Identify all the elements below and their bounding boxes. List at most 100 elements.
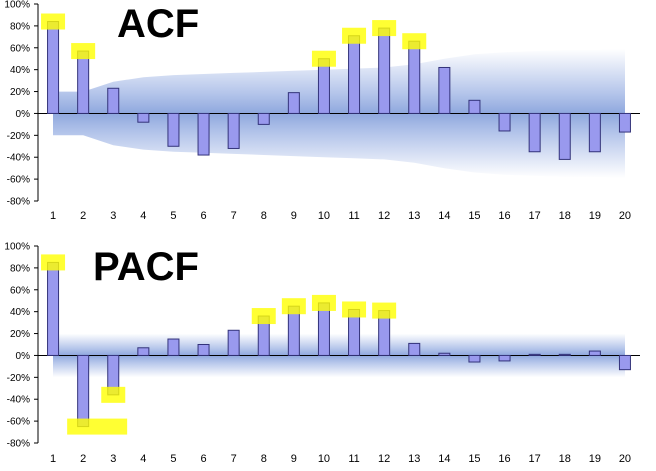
acf-x-tick-label: 8	[261, 210, 267, 222]
pacf-x-tick-label: 14	[438, 453, 450, 465]
pacf-highlight-lag-9	[281, 298, 306, 315]
acf-x-tick-label: 5	[170, 210, 176, 222]
pacf-bar-lag-14	[438, 352, 451, 356]
acf-x-tick-label: 12	[378, 210, 390, 222]
pacf-highlight-lag-1	[41, 254, 66, 271]
acf-y-tick-label: 60%	[10, 43, 30, 54]
acf-bar-lag-10	[317, 58, 330, 114]
acf-x-tick-label: 17	[529, 210, 541, 222]
pacf-bar-lag-2	[77, 354, 90, 428]
acf-x-tick-label: 13	[408, 210, 420, 222]
pacf-x-tick-label: 4	[140, 453, 146, 465]
acf-highlight-lag-11	[342, 27, 367, 44]
pacf-x-tick-label: 7	[231, 453, 237, 465]
pacf-x-tick-label: 17	[529, 453, 541, 465]
acf-bar-lag-19	[588, 112, 601, 153]
acf-x-tick-label: 20	[619, 210, 631, 222]
acf-bar-lag-3	[107, 87, 120, 114]
acf-bar-lag-9	[287, 92, 300, 114]
pacf-x-tick-label: 19	[589, 453, 601, 465]
pacf-x-tick-label: 5	[170, 453, 176, 465]
pacf-x-tick-label: 15	[468, 453, 480, 465]
pacf-x-tick-label: 12	[378, 453, 390, 465]
acf-bar-lag-16	[498, 112, 511, 132]
acf-x-tick-label: 4	[140, 210, 146, 222]
acf-x-tick-label: 10	[318, 210, 330, 222]
acf-highlight-lag-1	[41, 13, 66, 30]
acf-bar-lag-20	[618, 112, 631, 133]
acf-y-tick-label: 40%	[10, 65, 30, 76]
acf-bar-lag-12	[378, 27, 391, 114]
acf-y-tick-label: 20%	[10, 87, 30, 98]
acf-y-tick-label: -40%	[7, 153, 30, 164]
pacf-bar-lag-15	[468, 354, 481, 363]
acf-title: ACF	[117, 2, 199, 46]
pacf-y-tick-label: 40%	[10, 307, 30, 318]
pacf-x-tick-label: 18	[559, 453, 571, 465]
acf-x-tick-label: 19	[589, 210, 601, 222]
acf-bar-lag-11	[348, 35, 361, 114]
pacf-x-tick-label: 6	[200, 453, 206, 465]
acf-x-tick-label: 9	[291, 210, 297, 222]
pacf-x-tick-label: 1	[50, 453, 56, 465]
acf-bar-lag-1	[47, 21, 60, 114]
pacf-y-tick-label: -80%	[7, 439, 30, 450]
acf-x-tick-label: 6	[200, 210, 206, 222]
pacf-title: PACF	[93, 245, 199, 289]
pacf-bar-lag-17	[528, 353, 541, 356]
acf-highlight-lag-13	[402, 33, 427, 50]
acf-bar-lag-17	[528, 112, 541, 153]
acf-x-tick-label: 14	[438, 210, 450, 222]
pacf-y-tick-label: 80%	[10, 263, 30, 274]
pacf-x-tick-label: 16	[498, 453, 510, 465]
pacf-x-tick-label: 2	[80, 453, 86, 465]
pacf-panel: 100%80%60%40%20%0%-20%-40%-60%-80%1 2 3 4 5 6…	[4, 242, 640, 465]
pacf-y-tick-label: -20%	[7, 373, 30, 384]
pacf-x-tick-label: 8	[261, 453, 267, 465]
pacf-highlight-lag-10	[311, 294, 336, 311]
acf-bar-lag-15	[468, 99, 481, 114]
pacf-x-tick-label: 10	[318, 453, 330, 465]
pacf-highlight-lag-12	[372, 302, 397, 319]
acf-x-tick-label: 1	[50, 210, 56, 222]
pacf-bar-lag-6	[197, 344, 210, 356]
pacf-x-tick-label: 13	[408, 453, 420, 465]
pacf-bar-lag-7	[227, 329, 240, 356]
acf-bar-lag-14	[438, 66, 451, 114]
acf-x-tick-label: 16	[498, 210, 510, 222]
acf-y-tick-label: 80%	[10, 21, 30, 32]
acf-y-tick-label: 100%	[4, 0, 30, 11]
pacf-bar-lag-1	[47, 261, 60, 356]
acf-x-tick-label: 7	[231, 210, 237, 222]
acf-x-tick-label: 18	[559, 210, 571, 222]
acf-bar-lag-4	[137, 112, 150, 123]
acf-x-tick-label: 3	[110, 210, 116, 222]
acf-highlight-lag-2	[71, 43, 96, 60]
acf-x-tick-label: 15	[468, 210, 480, 222]
acf-x-tick-label: 2	[80, 210, 86, 222]
pacf-bar-lag-13	[408, 342, 421, 356]
acf-bar-lag-5	[167, 112, 180, 147]
acf-highlight-lag-10	[311, 50, 336, 67]
acf-panel: 100%80%60%40%20%0%-20%-40%-60%-80%1 2 3 4 5 6…	[4, 0, 640, 222]
acf-bar-lag-8	[257, 112, 270, 125]
acf-bar-lag-6	[197, 112, 210, 156]
pacf-bar-lag-18	[558, 353, 571, 356]
acf-bar-lag-2	[77, 50, 90, 114]
pacf-bar-lag-20	[618, 354, 631, 371]
pacf-y-tick-label: 20%	[10, 329, 30, 340]
pacf-highlight-lag-11	[342, 301, 367, 318]
pacf-bar-lag-19	[588, 350, 601, 356]
acf-bar-lag-13	[408, 40, 421, 114]
pacf-y-tick-label: 0%	[16, 351, 31, 362]
pacf-x-tick-label: 9	[291, 453, 297, 465]
pacf-y-tick-label: -40%	[7, 395, 30, 406]
pacf-highlight-lag-3	[101, 386, 126, 403]
acf-bar-lag-7	[227, 112, 240, 149]
pacf-highlight-lag-2	[67, 418, 128, 435]
acf-y-tick-label: -20%	[7, 131, 30, 142]
pacf-x-tick-label: 20	[619, 453, 631, 465]
pacf-y-tick-label: 100%	[4, 242, 30, 253]
acf-bar-lag-18	[558, 112, 571, 160]
